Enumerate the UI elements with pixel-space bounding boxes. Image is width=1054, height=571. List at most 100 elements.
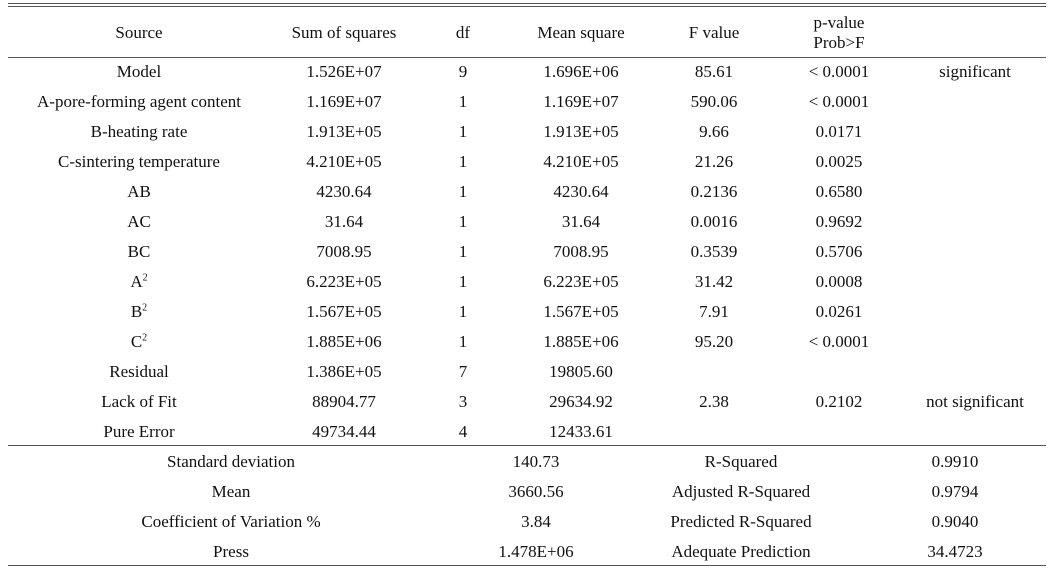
header-row: Source Sum of squares df Mean square F v… [8,9,1046,57]
row-source: A2 [8,267,270,297]
row-f-value [654,417,774,447]
row-significance [904,207,1046,237]
stat-label: Standard deviation [167,452,295,471]
row-f-value: 2.38 [699,392,729,411]
stat-value: 140.73 [512,452,560,471]
stat-value: 0.9910 [931,452,979,471]
table-row: B-heating rate 1.913E+05 1 1.913E+05 9.66 0.0… [8,117,1046,147]
row-significance [904,87,1046,117]
row-f-value: 0.0016 [690,212,738,231]
top-rule-outer [8,3,1046,4]
row-source-exponent: 2 [142,302,148,314]
row-df: 1 [458,122,468,141]
stat-label: Predicted R-Squared [670,512,812,531]
row-f-value: 31.42 [694,272,734,291]
row-mean-square: 1.567E+05 [543,302,619,321]
table-row: AC 31.64 1 31.64 0.0016 0.9692 [8,207,1046,237]
header-p-value: p-value Prob>F [774,9,904,57]
row-source: AC [8,207,270,237]
row-df: 1 [458,242,468,261]
row-significance [904,147,1046,177]
table-row: C-sintering temperature 4.210E+05 1 4.210E+… [8,147,1046,177]
row-p-value: 0.5706 [815,242,863,261]
row-sum-of-squares: 7008.95 [316,242,372,261]
row-source-label: A-pore-forming agent content [37,92,241,111]
row-source-label: C [130,332,143,351]
table-row: Pure Error 49734.44 4 12433.61 [8,417,1046,447]
row-sum-of-squares: 1.526E+07 [306,62,382,81]
row-source-exponent: 2 [142,332,148,344]
table-row: Model 1.526E+07 9 1.696E+06 85.61 < 0.0001 sig… [8,57,1046,87]
row-source-label: BC [127,242,151,261]
row-source-label: Pure Error [103,422,175,441]
header-mean-square: Mean square [537,23,625,42]
row-df: 1 [458,272,468,291]
row-source-label: Residual [109,362,169,381]
header-source: Source [115,23,163,42]
row-df: 1 [458,212,468,231]
row-significance [904,177,1046,207]
row-p-value [774,417,904,447]
row-mean-square: 1.913E+05 [543,122,619,141]
row-source: Residual [8,357,270,387]
header-sum-of-squares: Sum of squares [291,23,397,42]
row-p-value: 0.0025 [815,152,863,171]
bottom-rule [8,565,1046,566]
row-f-value: 95.20 [694,332,734,351]
row-source: B2 [8,297,270,327]
stat-label: Press [213,542,249,561]
row-source: BC [8,237,270,267]
anova-body: Model 1.526E+07 9 1.696E+06 85.61 < 0.0001 sig… [8,57,1046,447]
row-p-value [774,357,904,387]
stat-label: R-Squared [704,452,778,471]
table-row: B2 1.567E+05 1 1.567E+05 7.91 0.0261 [8,297,1046,327]
row-sum-of-squares: 1.885E+06 [306,332,382,351]
table-row: AB 4230.64 1 4230.64 0.2136 0.6580 [8,177,1046,207]
table-row: A-pore-forming agent content 1.169E+07 1 1.… [8,87,1046,117]
row-mean-square: 31.64 [561,212,601,231]
row-sum-of-squares: 31.64 [324,212,364,231]
row-source-exponent: 2 [142,272,148,284]
row-sum-of-squares: 1.386E+05 [306,362,382,381]
row-source-label: Model [116,62,162,81]
row-f-value: 85.61 [694,62,734,81]
header-p-value-line2: Prob>F [813,33,865,52]
row-mean-square: 19805.60 [549,362,613,381]
stat-value: 0.9040 [931,512,979,531]
row-f-value: 0.3539 [690,242,738,261]
header-rule [8,57,1046,58]
row-source: Lack of Fit [8,387,270,417]
row-df: 1 [458,302,468,321]
row-source-label: AC [127,212,151,231]
stat-value: 3660.56 [508,482,564,501]
row-mean-square: 12433.61 [549,422,613,441]
stat-label: Adjusted R-Squared [671,482,811,501]
row-source-label: B [130,302,143,321]
row-source: B-heating rate [8,117,270,147]
stat-value: 34.4723 [927,542,983,561]
row-significance [904,417,1046,447]
table-row: Press 1.478E+06 Adequate Prediction 34.4723 [8,537,1046,567]
stat-label: Coefficient of Variation % [141,512,321,531]
row-f-value: 21.26 [694,152,734,171]
row-mean-square: 7008.95 [553,242,609,261]
row-df: 4 [458,422,468,441]
row-significance [904,297,1046,327]
row-mean-square: 1.169E+07 [543,92,619,111]
row-f-value [654,357,774,387]
row-sum-of-squares: 1.169E+07 [306,92,382,111]
row-df: 1 [458,182,468,201]
header-p-value-line1: p-value [813,13,865,32]
row-df: 3 [458,392,468,411]
row-source-label: Lack of Fit [101,392,177,411]
row-df: 1 [458,152,468,171]
table-row: BC 7008.95 1 7008.95 0.3539 0.5706 [8,237,1046,267]
row-p-value: 0.2102 [815,392,863,411]
header-note [904,9,1046,57]
row-sum-of-squares: 1.567E+05 [306,302,382,321]
row-sum-of-squares: 49734.44 [312,422,376,441]
row-p-value: 0.9692 [815,212,863,231]
row-significance [904,237,1046,267]
row-mean-square: 1.885E+06 [543,332,619,351]
table-row: Mean 3660.56 Adjusted R-Squared 0.9794 [8,477,1046,507]
